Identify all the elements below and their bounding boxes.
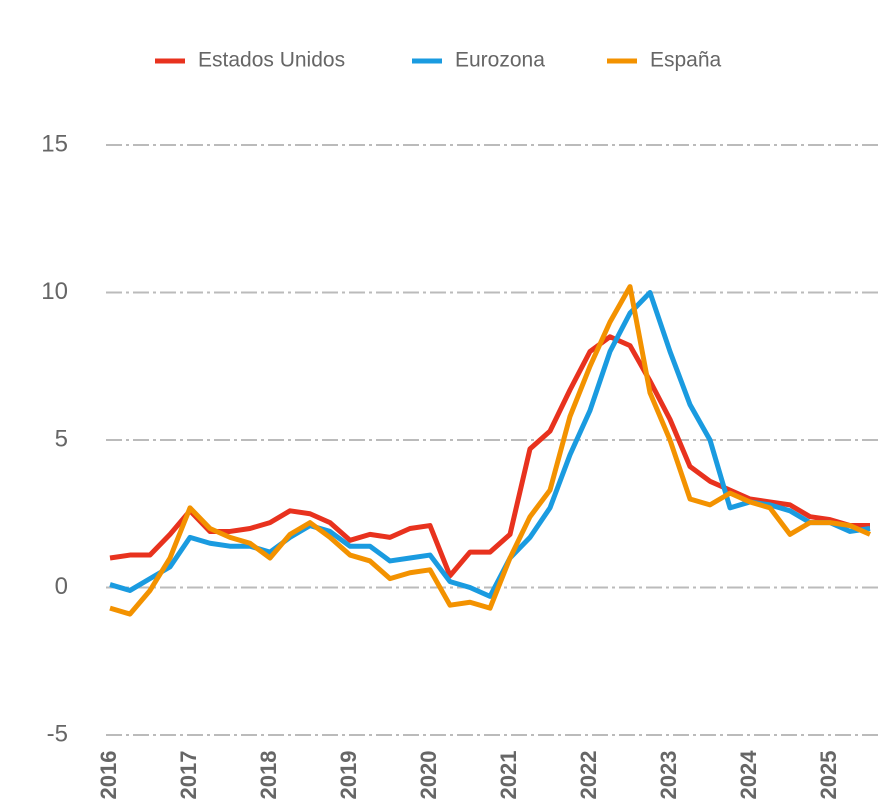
x-tick-label: 2022: [576, 751, 601, 800]
y-tick-label: 10: [41, 278, 68, 305]
legend-label: Estados Unidos: [198, 49, 345, 72]
legend-label: España: [650, 49, 722, 72]
series-line: [109, 290, 871, 599]
x-tick-label: 2021: [496, 751, 521, 800]
y-tick-label: 15: [41, 130, 68, 157]
x-tick-label: 2024: [736, 750, 761, 800]
y-tick-label: 5: [55, 425, 68, 452]
x-tick-label: 2020: [416, 751, 441, 800]
x-tick-label: 2019: [336, 751, 361, 800]
y-tick-label: 0: [55, 573, 68, 600]
y-tick-label: -5: [47, 720, 68, 747]
x-tick-label: 2016: [96, 751, 121, 800]
series-line: [109, 284, 872, 617]
x-tick-label: 2023: [656, 751, 681, 800]
series-line: [109, 334, 870, 579]
x-tick-label: 2018: [256, 751, 281, 800]
x-tick-label: 2025: [816, 751, 841, 800]
x-tick-label: 2017: [176, 751, 201, 800]
legend-label: Eurozona: [455, 49, 545, 72]
